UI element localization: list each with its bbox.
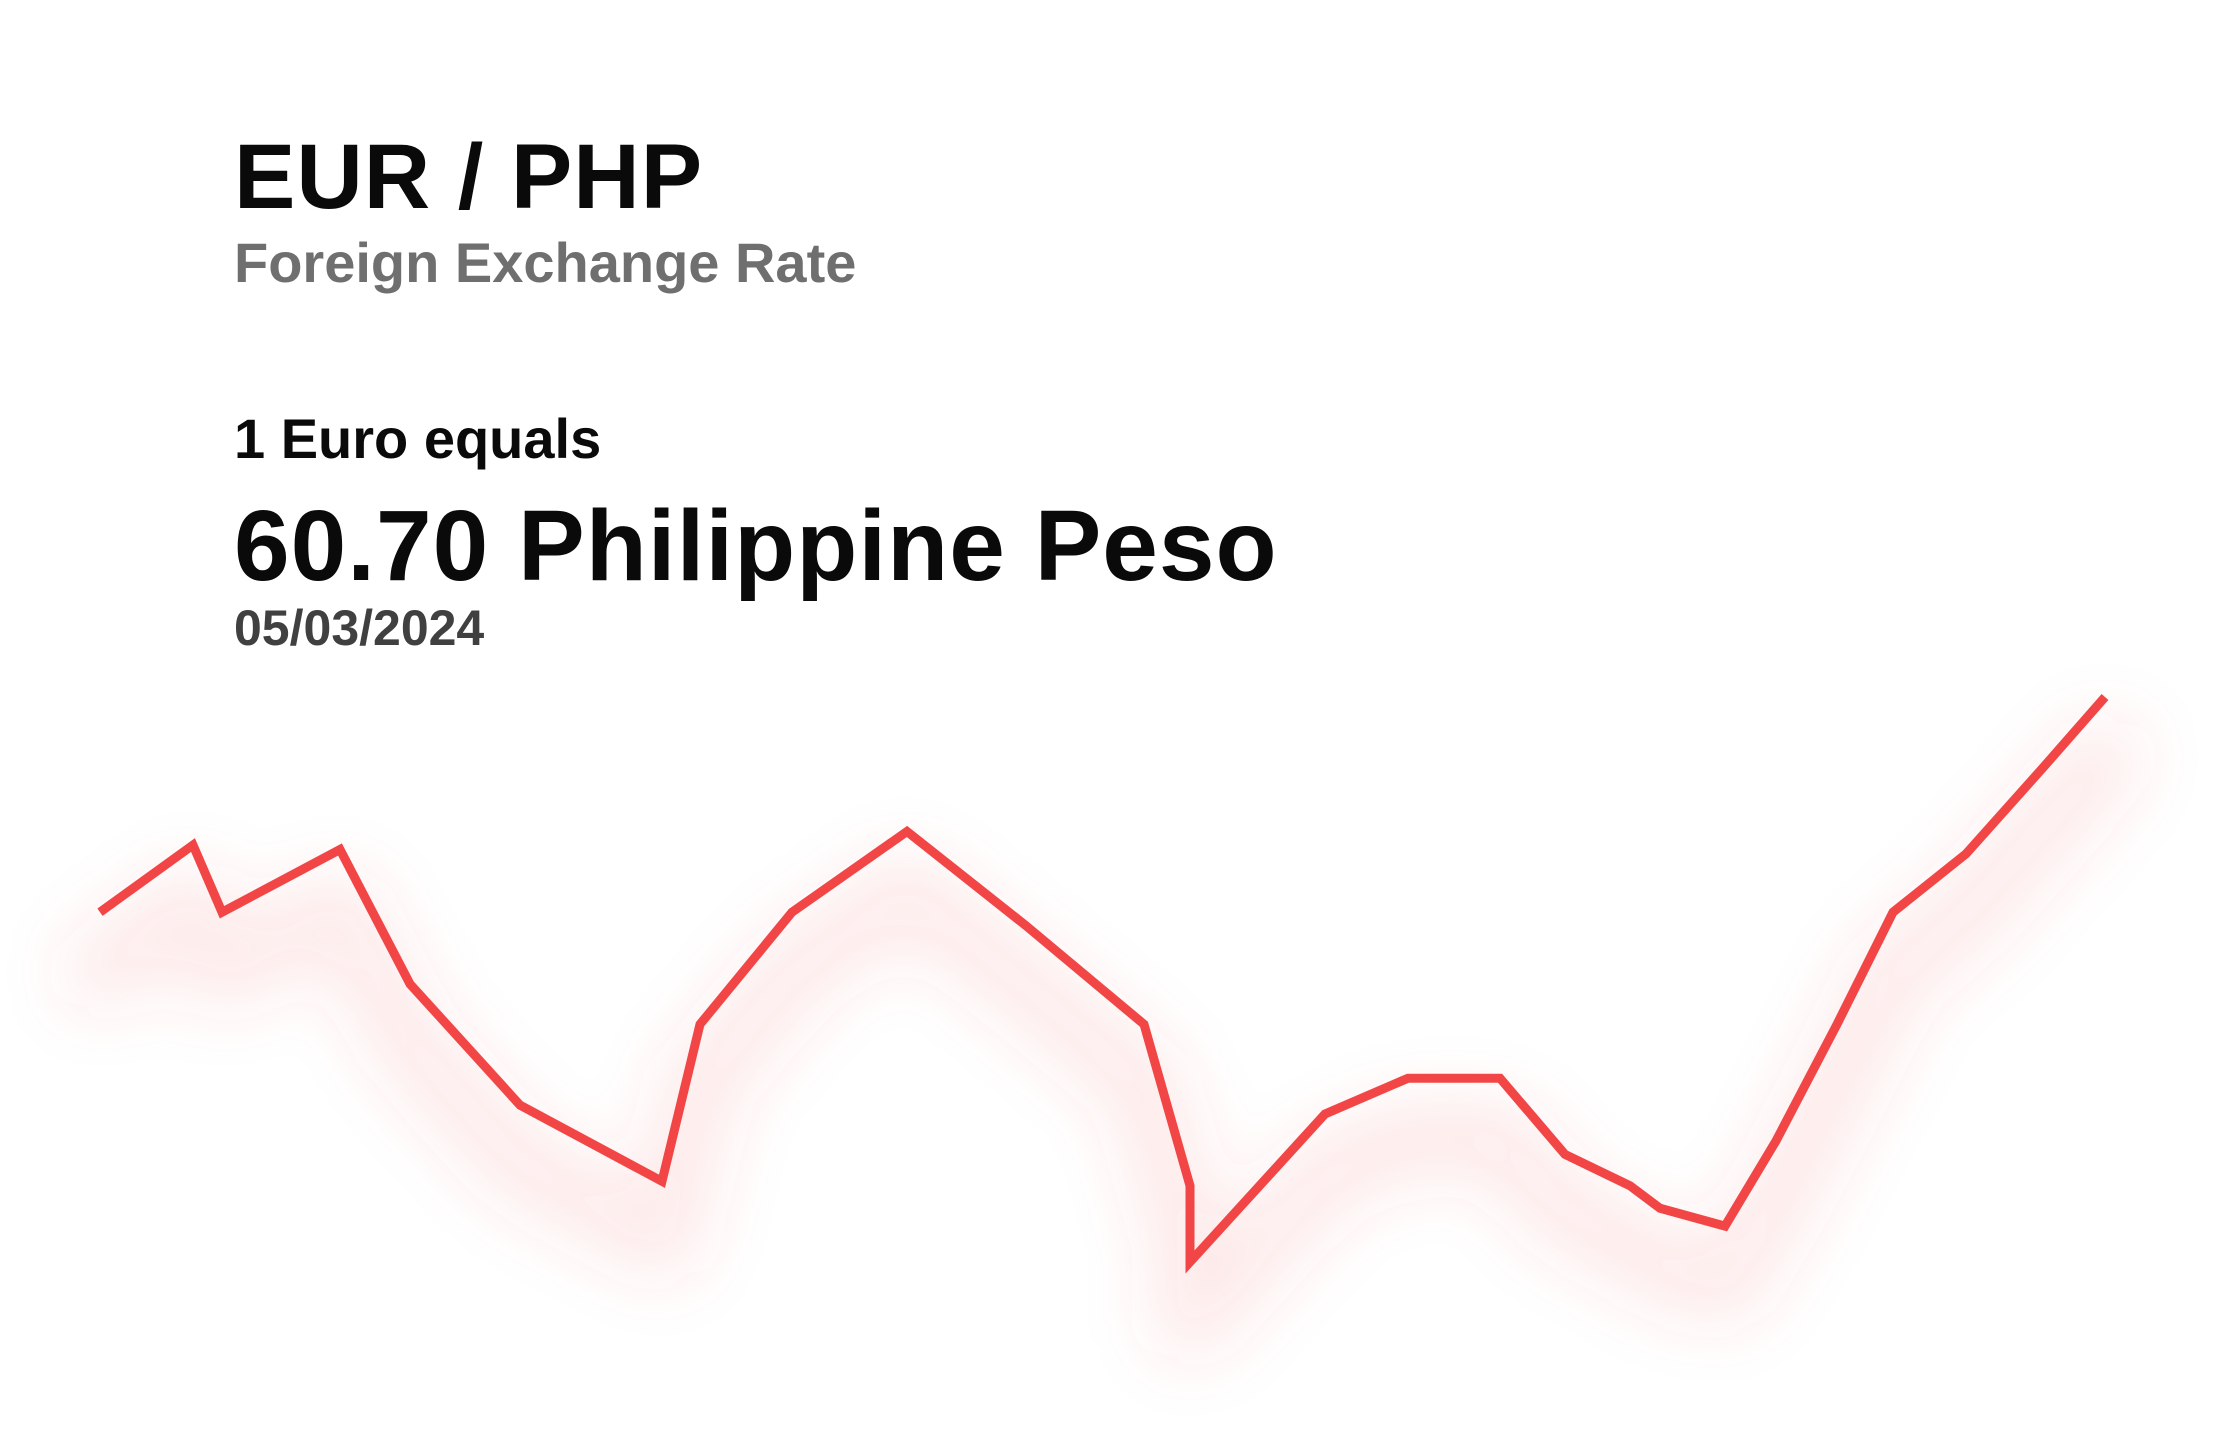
exchange-rate-value: 60.70 Philippine Peso [234,490,1278,602]
conversion-lead-text: 1 Euro equals [234,407,602,470]
currency-pair-title: EUR / PHP [234,126,704,228]
rate-line [97,694,2109,1274]
rate-date: 05/03/2024 [234,600,485,656]
series-glow [65,722,2140,1357]
rate-line-shadow [65,722,2140,1357]
rate-type-subtitle: Foreign Exchange Rate [234,231,857,294]
